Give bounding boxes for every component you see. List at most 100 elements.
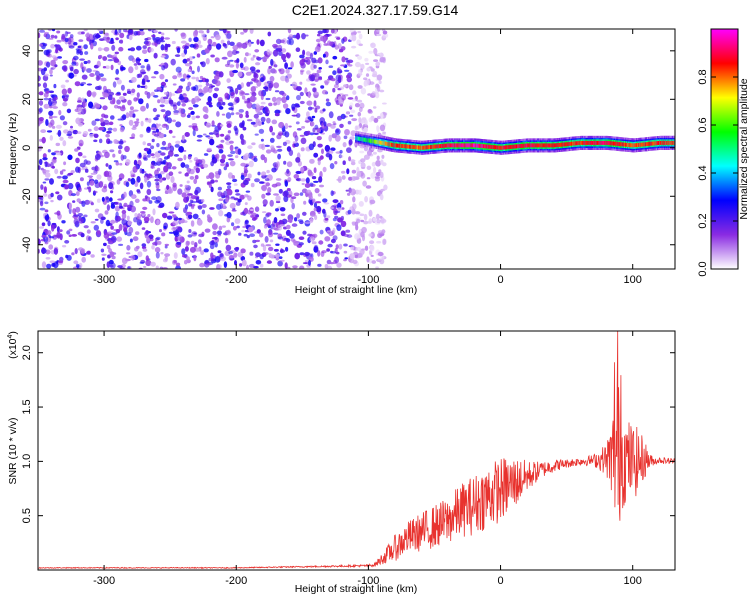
heatmap-noise-cell [301, 182, 305, 186]
heatmap-noise-cell [229, 144, 234, 152]
heatmap-noise-cell [252, 54, 256, 58]
heatmap-noise-cell [227, 40, 231, 46]
heatmap-noise-cell [176, 101, 181, 106]
heatmap-noise-cell [240, 82, 244, 89]
heatmap-noise-cell [376, 84, 381, 92]
heatmap-noise-cell [197, 84, 203, 88]
heatmap-noise-cell [158, 132, 165, 139]
heatmap-noise-cell [291, 81, 298, 89]
heatmap-noise-cell [79, 177, 84, 182]
heatmap-noise-cell [146, 154, 151, 158]
heatmap-noise-cell [283, 195, 289, 203]
heatmap-noise-cell [80, 62, 84, 69]
heatmap-noise-cell [93, 133, 99, 138]
heatmap-noise-cell [187, 68, 191, 73]
heatmap-noise-cell [229, 202, 236, 209]
heatmap-noise-cell [190, 220, 195, 227]
colorbar-tick-label: 0.2 [697, 213, 709, 228]
heatmap-noise-cell [191, 123, 198, 126]
heatmap-noise-cell [293, 142, 299, 147]
heatmap-noise-cell [245, 52, 249, 57]
heatmap-noise-cell [153, 39, 159, 43]
heatmap-noise-cell [106, 37, 111, 40]
heatmap-noise-cell [189, 246, 196, 253]
heatmap-signal-cell [598, 140, 601, 145]
heatmap-noise-cell [126, 215, 130, 221]
heatmap-noise-cell [317, 250, 321, 257]
heatmap-noise-cell [352, 221, 356, 226]
heatmap-noise-cell [90, 221, 96, 224]
heatmap-noise-cell [249, 214, 254, 218]
heatmap-noise-cell [173, 154, 179, 157]
heatmap-noise-cell [207, 38, 213, 45]
heatmap-noise-cell [223, 261, 228, 268]
heatmap-noise-cell [234, 87, 239, 95]
heatmap-noise-cell [178, 96, 185, 101]
heatmap-noise-cell [83, 29, 88, 32]
heatmap-noise-cell [153, 30, 158, 33]
heatmap-noise-cell [193, 30, 198, 38]
heatmap-noise-cell [245, 71, 252, 76]
heatmap-noise-cell [229, 160, 236, 167]
heatmap-noise-cell [376, 155, 380, 161]
heatmap-noise-cell [71, 252, 75, 256]
heatmap-noise-cell [312, 87, 317, 93]
heatmap-noise-cell [110, 64, 114, 71]
heatmap-noise-cell [120, 115, 125, 121]
heatmap-noise-cell [156, 188, 161, 192]
heatmap-noise-cell [251, 69, 256, 74]
heatmap-noise-cell [239, 90, 245, 97]
heatmap-noise-cell [313, 91, 319, 95]
heatmap-noise-cell [47, 220, 51, 227]
heatmap-noise-cell [251, 217, 257, 221]
heatmap-noise-cell [79, 143, 83, 147]
x-tick-label: 0 [497, 575, 503, 587]
heatmap-noise-cell [182, 58, 188, 64]
heatmap-noise-cell [318, 176, 323, 183]
heatmap-noise-cell [43, 97, 50, 101]
heatmap-noise-cell [288, 34, 294, 39]
heatmap-noise-cell [43, 92, 49, 98]
heatmap-noise-cell [86, 68, 92, 73]
heatmap-noise-cell [298, 236, 305, 240]
heatmap-noise-cell [83, 225, 89, 229]
heatmap-signal-cell [631, 143, 634, 148]
heatmap-noise-cell [205, 58, 210, 65]
heatmap-noise-cell [309, 52, 313, 60]
heatmap-noise-cell [343, 135, 348, 140]
heatmap-noise-cell [372, 106, 377, 109]
heatmap-noise-cell [229, 256, 234, 259]
heatmap-noise-cell [314, 188, 320, 194]
heatmap-noise-cell [319, 184, 324, 188]
heatmap-noise-cell [286, 73, 292, 79]
heatmap-noise-cell [151, 245, 155, 250]
heatmap-noise-cell [308, 195, 313, 201]
heatmap-noise-cell [54, 44, 58, 47]
heatmap-noise-cell [204, 47, 210, 54]
heatmap-noise-cell [82, 155, 87, 159]
heatmap-noise-cell [265, 149, 272, 154]
heatmap-noise-cell [300, 137, 307, 145]
heatmap-noise-cell [74, 248, 78, 255]
heatmap-noise-cell [352, 203, 357, 210]
heatmap-noise-cell [379, 57, 386, 63]
heatmap-noise-cell [155, 181, 160, 186]
heatmap-noise-cell [332, 235, 338, 241]
heatmap-noise-cell [214, 87, 220, 92]
heatmap-noise-cell [274, 109, 281, 115]
heatmap-noise-cell [195, 167, 200, 174]
heatmap-noise-cell [382, 238, 387, 245]
heatmap-noise-cell [382, 30, 388, 35]
heatmap-noise-cell [55, 152, 62, 156]
heatmap-noise-cell [292, 141, 297, 144]
heatmap-noise-cell [282, 129, 287, 136]
heatmap-noise-cell [296, 128, 302, 131]
heatmap-noise-cell [126, 245, 131, 251]
heatmap-noise-cell [222, 203, 226, 209]
heatmap-noise-cell [270, 145, 275, 150]
heatmap-noise-cell [182, 73, 187, 79]
heatmap-noise-cell [301, 33, 306, 40]
heatmap-noise-cell [159, 73, 165, 80]
heatmap-noise-cell [128, 66, 134, 74]
